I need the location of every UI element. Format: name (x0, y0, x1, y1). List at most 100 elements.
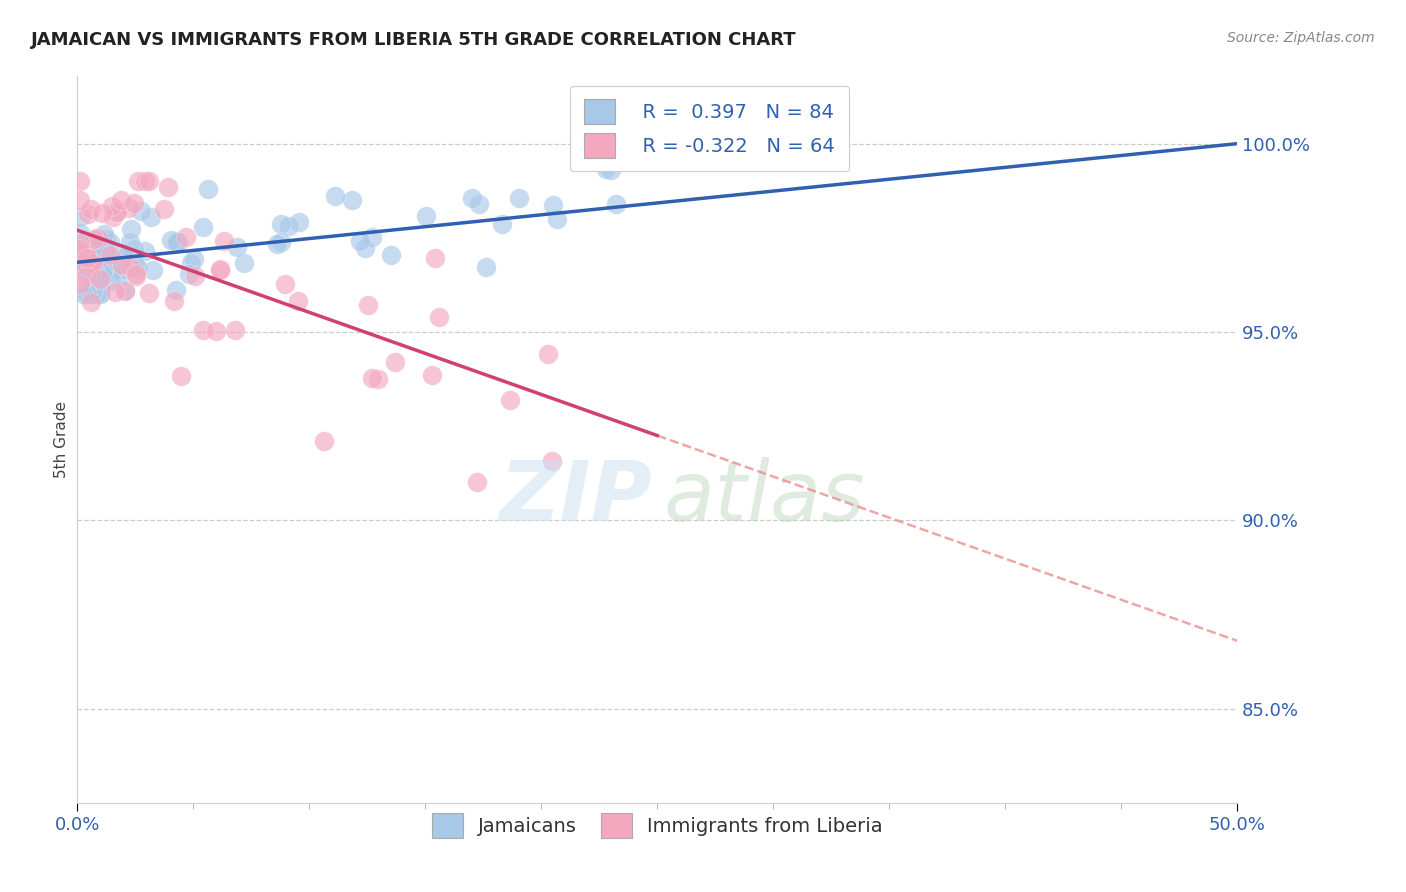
Point (91, 268, 114, 283)
Point (118, 202, 141, 216)
Point (76, 261, 98, 276)
Point (118, 260, 141, 274)
Point (111, 258, 134, 272)
Point (138, 285, 160, 300)
Point (84, 268, 107, 282)
Point (98, 235, 121, 249)
Point (166, 235, 188, 249)
Point (111, 262, 134, 277)
Point (212, 235, 235, 249)
Point (360, 371, 382, 385)
Point (86, 287, 108, 301)
Point (80, 202, 103, 217)
Point (142, 262, 165, 277)
Point (122, 242, 145, 256)
Point (80, 295, 103, 310)
Point (114, 283, 136, 297)
Point (508, 191, 530, 205)
Point (125, 268, 148, 282)
Point (183, 252, 205, 267)
Point (120, 222, 142, 236)
Point (79, 258, 101, 272)
Point (353, 242, 375, 256)
Point (86, 272, 108, 286)
Point (69, 194, 91, 208)
Point (356, 298, 378, 312)
Point (124, 268, 146, 283)
Point (69, 260, 91, 274)
Point (224, 323, 246, 337)
Point (180, 256, 202, 270)
Point (127, 174, 149, 188)
Point (97, 249, 120, 263)
Point (129, 203, 152, 218)
Point (209, 263, 232, 277)
Point (184, 269, 207, 284)
Point (541, 198, 564, 212)
Point (94, 243, 117, 257)
Point (191, 219, 214, 234)
Point (103, 285, 125, 299)
Point (205, 324, 228, 338)
Point (468, 197, 491, 211)
Point (112, 250, 135, 264)
Point (89, 287, 111, 301)
Point (191, 323, 214, 337)
Point (225, 240, 247, 254)
Point (114, 245, 136, 260)
Point (87, 231, 110, 245)
Point (153, 202, 176, 216)
Point (278, 219, 301, 233)
Point (93, 227, 115, 241)
Point (288, 215, 311, 229)
Point (546, 211, 568, 226)
Point (498, 392, 520, 407)
Point (384, 355, 406, 369)
Point (232, 256, 254, 270)
Point (120, 235, 142, 249)
Point (76, 251, 98, 265)
Point (605, 197, 627, 211)
Point (415, 209, 437, 223)
Point (165, 283, 187, 297)
Point (312, 434, 335, 448)
Point (80, 286, 103, 301)
Point (76, 287, 98, 301)
Point (491, 217, 513, 231)
Text: atlas: atlas (664, 457, 865, 538)
Point (197, 182, 219, 196)
Point (163, 294, 186, 309)
Point (91, 262, 114, 277)
Point (156, 180, 179, 194)
Point (82, 256, 104, 270)
Point (76, 206, 98, 220)
Point (177, 267, 200, 281)
Point (159, 233, 181, 247)
Point (69, 245, 91, 260)
Point (69, 226, 91, 240)
Point (72, 287, 94, 301)
Point (274, 277, 297, 292)
Point (69, 174, 91, 188)
Point (77, 276, 100, 290)
Point (134, 174, 156, 188)
Point (108, 268, 131, 282)
Point (69, 210, 91, 224)
Point (69, 245, 91, 260)
Point (82, 257, 104, 271)
Point (380, 247, 402, 261)
Point (122, 196, 145, 211)
Point (325, 188, 347, 202)
Point (540, 454, 562, 468)
Point (101, 199, 124, 213)
Point (124, 257, 146, 271)
Point (174, 230, 197, 244)
Point (89, 251, 111, 265)
Point (110, 193, 132, 207)
Point (79, 261, 101, 276)
Point (69, 253, 91, 268)
Point (266, 236, 288, 251)
Point (75, 254, 97, 268)
Point (465, 475, 488, 489)
Point (595, 161, 617, 176)
